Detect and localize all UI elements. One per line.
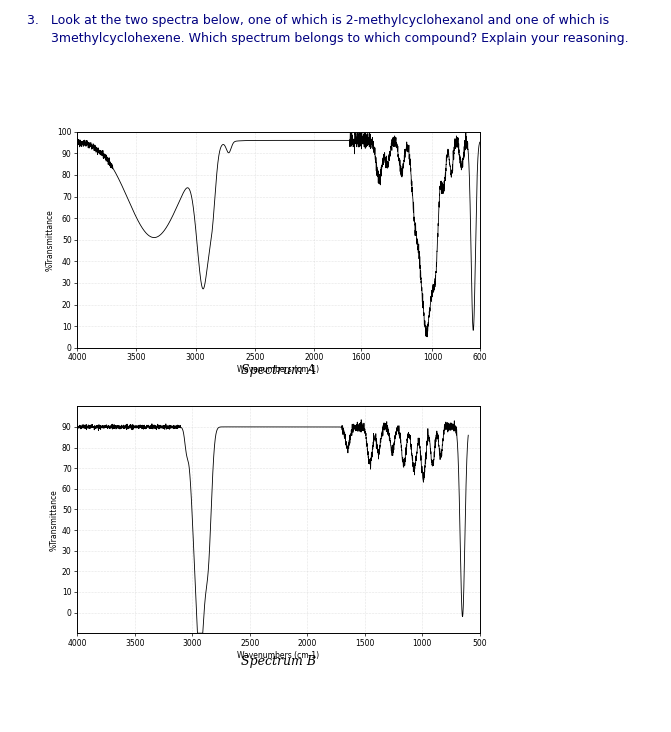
X-axis label: Wavenumbers (cm-1): Wavenumbers (cm-1) bbox=[238, 365, 319, 374]
Text: 3.   Look at the two spectra below, one of which is 2-methylcyclohexanol and one: 3. Look at the two spectra below, one of… bbox=[27, 14, 629, 45]
Y-axis label: %Transmittance: %Transmittance bbox=[50, 489, 59, 550]
Text: Spectrum A: Spectrum A bbox=[241, 364, 316, 377]
Text: Spectrum B: Spectrum B bbox=[241, 655, 316, 668]
Y-axis label: %Transmittance: %Transmittance bbox=[46, 209, 54, 271]
X-axis label: Wavenumbers (cm-1): Wavenumbers (cm-1) bbox=[238, 651, 319, 660]
